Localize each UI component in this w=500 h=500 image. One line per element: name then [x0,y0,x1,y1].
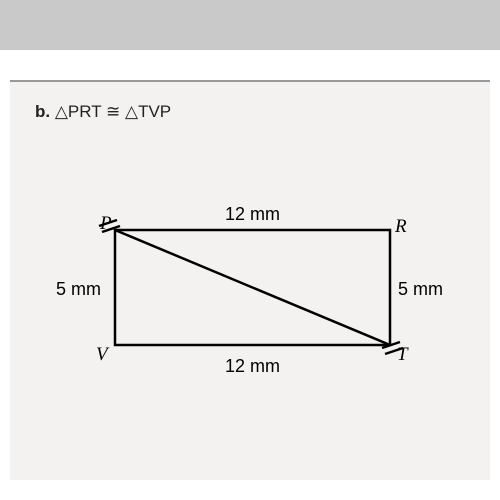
diagonal-pt [115,230,390,345]
header-bar [0,0,500,50]
problem-prefix: b. [35,102,50,121]
problem-container: b. △PRT ≅ △TVP P R T V 12 mm 5 mm 5 mm 1… [10,80,490,480]
geometry-diagram: P R T V 12 mm 5 mm 5 mm 12 mm [50,152,450,412]
problem-statement: b. △PRT ≅ △TVP [35,102,465,122]
measure-left: 5 mm [56,279,101,299]
measure-top: 12 mm [225,204,280,224]
diagram-svg: P R T V 12 mm 5 mm 5 mm 12 mm [50,152,450,412]
measure-bottom: 12 mm [225,356,280,376]
vertex-p: P [99,213,112,234]
vertex-r: R [394,216,407,237]
vertex-t: T [397,344,409,365]
measure-right: 5 mm [398,279,443,299]
vertex-v: V [96,344,110,365]
congruence-statement: △PRT ≅ △TVP [55,102,171,121]
